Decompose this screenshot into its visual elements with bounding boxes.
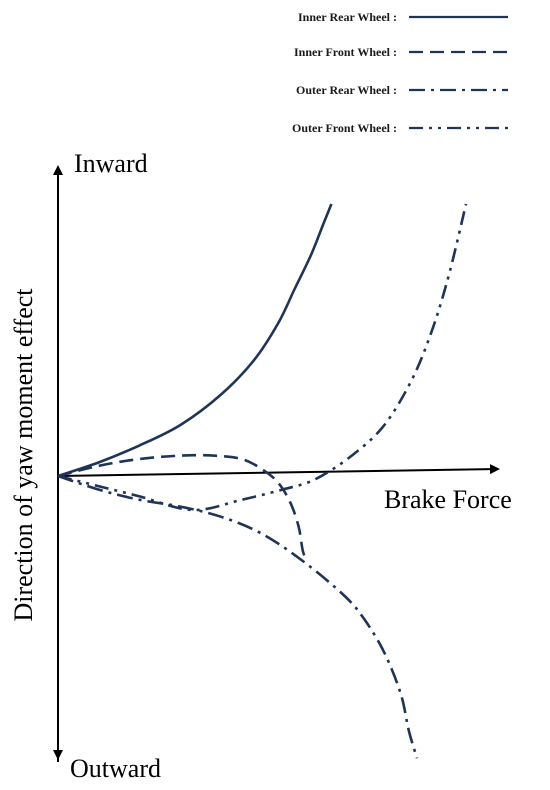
x-axis: [57, 464, 500, 477]
legend-label-outer-rear-wheel: Outer Rear Wheel :: [296, 83, 397, 97]
legend-label-inner-front-wheel: Inner Front Wheel :: [294, 45, 397, 59]
legend-label-inner-rear-wheel: Inner Rear Wheel :: [298, 10, 397, 24]
series-group: [57, 203, 468, 759]
legend: Inner Rear Wheel : Inner Front Wheel : Out…: [292, 10, 508, 135]
legend-label-outer-front-wheel: Outer Front Wheel :: [292, 121, 397, 135]
series-line-inner-front-wheel: [57, 453, 309, 562]
y-positive-label: Inward: [74, 149, 148, 178]
series-line-outer-rear-wheel: [57, 474, 419, 759]
y-negative-label: Outward: [70, 754, 161, 783]
axes: [53, 165, 500, 762]
series-line-inner-rear-wheel: [57, 203, 333, 478]
x-axis-label: Brake Force: [384, 485, 512, 514]
series-line-outer-front-wheel: [57, 203, 468, 512]
y-axis-label: Direction of yaw moment effect: [9, 288, 38, 622]
